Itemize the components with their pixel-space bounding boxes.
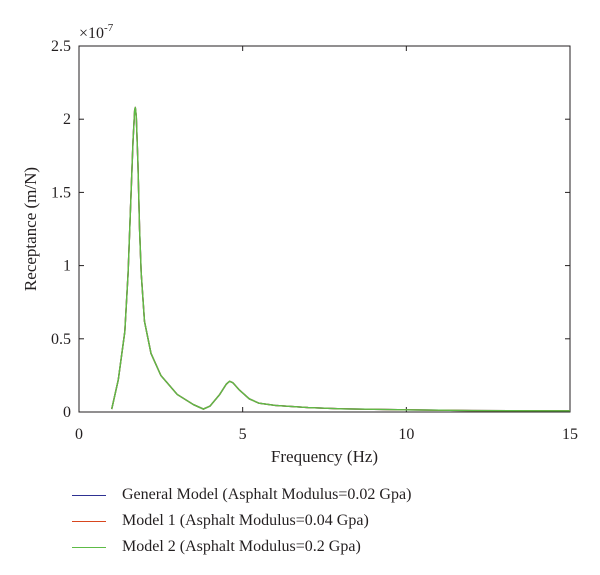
y-axis-title: Receptance (m/N): [21, 167, 40, 291]
plot-area-frame: [78, 45, 571, 413]
series-line-1: [111, 106, 571, 412]
legend-item-model-1: Model 1 (Asphalt Modulus=0.04 Gpa): [72, 508, 411, 534]
x-tick-label: 15: [562, 426, 578, 443]
y-tick-label: 1.5: [51, 184, 71, 201]
x-axis-title: Frequency (Hz): [271, 447, 378, 466]
legend-item-general-model: General Model (Asphalt Modulus=0.02 Gpa): [72, 482, 411, 508]
series-line-0: [111, 106, 571, 412]
legend-swatch-model-1: [72, 520, 106, 522]
legend-swatch-model-2: [72, 546, 106, 548]
y-scale-exponent: -7: [104, 22, 114, 34]
y-tick-label: 2.5: [51, 38, 71, 55]
y-tick-label: 2: [63, 111, 71, 128]
receptance-chart: 0 5 10 15 0 0.5 1 1.5 2 2.5 ×10-7 Frequency (Hz)…: [21, 22, 578, 466]
x-tick-label: 0: [75, 426, 83, 443]
y-tick-label: 0: [63, 404, 71, 421]
y-scale-base: ×10: [79, 25, 104, 42]
legend-label-model-1: Model 1 (Asphalt Modulus=0.04 Gpa): [122, 512, 369, 529]
series-layer: [111, 106, 571, 412]
y-tick-label: 1: [63, 258, 71, 275]
y-scale-multiplier: ×10-7: [79, 22, 114, 42]
legend: General Model (Asphalt Modulus=0.02 Gpa)…: [72, 482, 411, 560]
x-axis: 0 5 10 15: [75, 46, 578, 443]
legend-item-model-2: Model 2 (Asphalt Modulus=0.2 Gpa): [72, 534, 411, 560]
x-tick-label: 10: [398, 426, 414, 443]
legend-label-general-model: General Model (Asphalt Modulus=0.02 Gpa): [122, 486, 412, 503]
legend-swatch-general-model: [72, 494, 106, 496]
series-line-2: [111, 106, 571, 412]
y-axis: 0 0.5 1 1.5 2 2.5: [51, 38, 570, 421]
legend-label-model-2: Model 2 (Asphalt Modulus=0.2 Gpa): [122, 538, 361, 555]
y-tick-label: 0.5: [51, 331, 71, 348]
x-tick-label: 5: [239, 426, 247, 443]
